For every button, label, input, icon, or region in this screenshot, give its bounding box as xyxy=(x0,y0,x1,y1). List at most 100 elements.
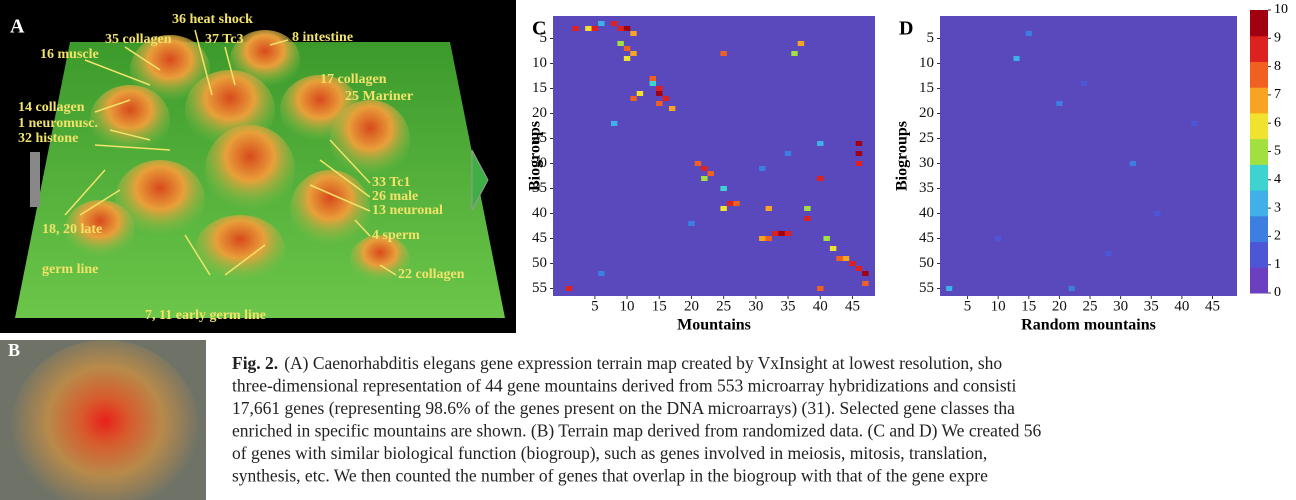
y-tick-label: 40 xyxy=(532,205,547,221)
x-tick-label: 5 xyxy=(591,298,599,314)
annotation: 37 Tc3 xyxy=(205,32,244,47)
colorbar-tick-label: 8 xyxy=(1274,59,1281,74)
heatmap-cell xyxy=(785,151,791,156)
heatmap-cell xyxy=(759,166,765,171)
heatmap-cell xyxy=(688,221,694,226)
annotation: 25 Mariner xyxy=(345,89,413,104)
heatmap-background xyxy=(940,16,1237,296)
colorbar-tick-label: 10 xyxy=(1274,2,1288,17)
heatmap-cell xyxy=(656,91,662,96)
colorbar-swatch xyxy=(1250,190,1268,216)
y-tick-label: 45 xyxy=(532,230,547,246)
heatmap-cell xyxy=(617,41,623,46)
x-tick-label: 15 xyxy=(652,298,667,314)
y-tick-label: 10 xyxy=(532,55,547,71)
heatmap-cell xyxy=(778,231,784,236)
x-tick-label: 45 xyxy=(845,298,860,314)
heatmap-cell xyxy=(624,26,630,31)
heatmap-cell xyxy=(630,31,636,36)
heatmap-cell xyxy=(759,236,765,241)
caption-line: 17,661 genes (representing 98.6% of the … xyxy=(232,398,1015,418)
panel-label: D xyxy=(899,18,913,40)
heatmap-cell xyxy=(817,286,823,291)
heatmap-cell xyxy=(1026,31,1032,36)
annotation: 22 collagen xyxy=(398,267,465,282)
x-tick-label: 35 xyxy=(781,298,796,314)
nav-left[interactable] xyxy=(30,152,40,207)
heatmap-cell xyxy=(701,166,707,171)
y-axis-label: Biogroups xyxy=(527,121,544,191)
heatmap-cell xyxy=(617,26,623,31)
panel-label: A xyxy=(10,16,25,38)
x-axis-label: Mountains xyxy=(677,317,751,334)
heatmap-cell xyxy=(772,231,778,236)
annotation: 26 male xyxy=(372,189,418,204)
annotation: 32 histone xyxy=(18,131,78,146)
annotation: 35 collagen xyxy=(105,32,172,47)
heatmap-cell xyxy=(720,186,726,191)
heatmap-cell xyxy=(630,51,636,56)
x-tick-label: 10 xyxy=(991,298,1006,314)
heatmap-cell xyxy=(856,141,862,146)
heatmap-cell xyxy=(1056,101,1062,106)
colorbar-swatch xyxy=(1250,87,1268,113)
heatmap-cell xyxy=(856,161,862,166)
y-tick-label: 50 xyxy=(532,255,547,271)
heatmap-cell xyxy=(766,206,772,211)
heatmap-cell xyxy=(1191,121,1197,126)
y-tick-label: 35 xyxy=(919,180,934,196)
y-tick-label: 25 xyxy=(919,130,934,146)
x-tick-label: 20 xyxy=(684,298,699,314)
colorbar-tick-label: 2 xyxy=(1274,229,1281,244)
heatmap-cell xyxy=(611,121,617,126)
y-tick-label: 40 xyxy=(919,205,934,221)
caption-line: synthesis, etc. We then counted the numb… xyxy=(232,466,988,486)
annotation: 16 muscle xyxy=(40,47,99,62)
caption-line: (A) Caenorhabditis elegans gene expressi… xyxy=(284,353,1002,373)
colorbar-swatch xyxy=(1250,242,1268,268)
x-tick-label: 10 xyxy=(620,298,635,314)
heatmap-cell xyxy=(1069,286,1075,291)
colorbar-swatch xyxy=(1250,36,1268,62)
heatmap-cell xyxy=(662,96,668,101)
colorbar-swatch xyxy=(1250,61,1268,87)
heatmap-cell xyxy=(598,271,604,276)
heatmap-cell xyxy=(1081,81,1087,86)
x-tick-label: 30 xyxy=(748,298,763,314)
y-tick-label: 50 xyxy=(919,255,934,271)
colorbar-tick-label: 5 xyxy=(1274,144,1281,159)
annotation: 13 neuronal xyxy=(372,203,443,218)
annotation: 14 collagen xyxy=(18,100,85,115)
heatmap-cell xyxy=(1013,56,1019,61)
heatmap-cell xyxy=(804,216,810,221)
annotation: germ line xyxy=(42,262,98,277)
y-axis-label: Biogroups xyxy=(894,121,911,191)
heatmap-cell xyxy=(727,201,733,206)
heatmap-cell xyxy=(785,231,791,236)
heatmap-cell xyxy=(585,26,591,31)
heatmap-cell xyxy=(733,201,739,206)
colorbar-swatch xyxy=(1250,10,1268,36)
heatmap-cell xyxy=(656,101,662,106)
caption-line: three-dimensional representation of 44 g… xyxy=(232,376,1016,396)
y-tick-label: 10 xyxy=(919,55,934,71)
colorbar-tick-label: 1 xyxy=(1274,257,1281,272)
heatmap-cell xyxy=(650,81,656,86)
heatmap-cell xyxy=(995,236,1001,241)
colorbar-swatch xyxy=(1250,139,1268,165)
heatmap-cell xyxy=(720,51,726,56)
y-tick-label: 15 xyxy=(919,80,934,96)
annotation: 18, 20 late xyxy=(42,222,102,237)
heatmap-cell xyxy=(650,76,656,81)
panel-label: B xyxy=(8,340,20,360)
colorbar-tick-label: 0 xyxy=(1274,285,1281,300)
heatmap-cell xyxy=(701,176,707,181)
heatmap-cell xyxy=(656,86,662,91)
x-tick-label: 15 xyxy=(1021,298,1036,314)
colorbar-tick-label: 7 xyxy=(1274,87,1281,102)
heatmap-cell xyxy=(798,41,804,46)
heatmap-cell xyxy=(624,56,630,61)
y-tick-label: 45 xyxy=(919,230,934,246)
heatmap-cell xyxy=(624,46,630,51)
y-tick-label: 20 xyxy=(919,105,934,121)
